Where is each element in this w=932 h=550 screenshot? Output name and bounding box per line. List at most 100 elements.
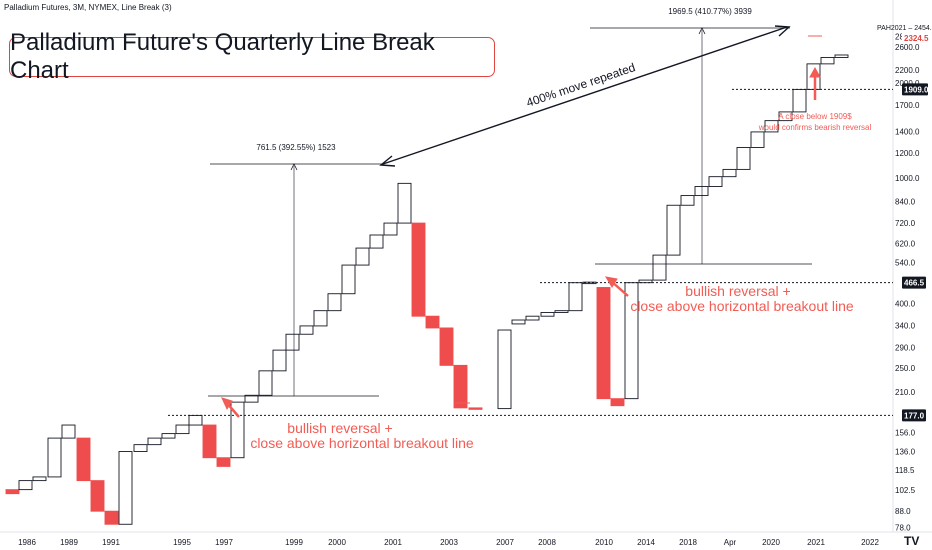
bullish1-line2: close above horizontal breakout line — [250, 435, 474, 451]
price-tick-label: 210.0 — [895, 388, 916, 397]
time-tick-label: 1995 — [173, 538, 191, 547]
brick-up — [525, 315, 540, 321]
time-tick-label: 2010 — [595, 538, 613, 547]
chart-symbol-header[interactable]: Palladium Futures, 3M, NYMEX, Line Break… — [4, 3, 172, 12]
brick-up — [792, 88, 807, 113]
time-tick-label: 1997 — [215, 538, 233, 547]
time-tick-label: 2007 — [496, 538, 514, 547]
time-axis[interactable]: 1986 1989 1991 1995 1997 1999 2000 2001 2003 2007… — [18, 538, 879, 547]
move-arrowhead-left — [379, 155, 396, 167]
price-tick-label: 1400.0 — [895, 128, 920, 137]
brick-up — [313, 310, 328, 327]
bullish1-line1: bullish reversal + — [287, 420, 392, 436]
time-tick-label: 2020 — [762, 538, 780, 547]
brick-up — [327, 293, 342, 312]
price-tick-label: 118.5 — [895, 466, 915, 475]
level-badge-177: 177.0 — [904, 411, 925, 420]
move-arrowhead-right — [774, 25, 791, 37]
price-tick-label: 88.0 — [895, 507, 911, 516]
brick-up — [694, 186, 709, 197]
price-tick-label: 400.0 — [895, 299, 916, 308]
brick-up — [383, 222, 398, 236]
brick-up — [722, 168, 737, 178]
price-tick-label: 1700.0 — [895, 101, 920, 110]
brick-up — [299, 325, 314, 335]
brick-up — [272, 349, 287, 372]
brick-up — [355, 247, 370, 266]
time-tick-label: 2014 — [637, 538, 655, 547]
price-tick-label: 840.0 — [895, 198, 916, 207]
time-tick-label: 2021 — [807, 538, 825, 547]
time-tick-label: 1999 — [285, 538, 303, 547]
price-tick-label: 2000.0 — [895, 79, 920, 88]
annotation-lines — [168, 25, 893, 418]
brick-up — [147, 437, 162, 446]
brick-up — [244, 394, 259, 403]
brick-up — [652, 254, 667, 281]
bullish2-arrowhead — [605, 276, 618, 288]
measure1-label: 761.5 (392.55%) 1523 — [256, 143, 336, 152]
brick-down — [202, 424, 217, 459]
level-badge-466-bg — [902, 276, 926, 289]
bullish2-line2: close above horizontal breakout line — [630, 298, 854, 314]
brick-up — [778, 111, 793, 122]
chart-title-box: Palladium Future's Quarterly Line Break … — [9, 29, 495, 84]
tradingview-logo-icon[interactable]: TV — [904, 534, 920, 548]
brick-up — [230, 401, 245, 459]
time-tick-label: 2003 — [440, 538, 458, 547]
measure2-label: 1969.5 (410.77%) 3939 — [668, 7, 752, 16]
measure1-arrowhead — [290, 163, 298, 171]
brick-up — [47, 437, 62, 478]
brick-down — [439, 327, 454, 366]
brick-up — [568, 282, 583, 312]
brick-up — [680, 195, 695, 206]
brick-up — [175, 424, 190, 435]
brick-up — [118, 451, 133, 525]
time-tick-label: 2001 — [384, 538, 402, 547]
brick-up — [188, 414, 203, 426]
level-badge-1909-bg — [902, 83, 928, 96]
time-tick-label: 1989 — [60, 538, 78, 547]
price-tick-label: 340.0 — [895, 322, 916, 331]
price-axis[interactable]: 2800.02600.02200.02000.01700.01400.01200… — [877, 25, 932, 533]
brick-up — [764, 120, 779, 133]
last-price-badge: 2324.5 — [904, 34, 929, 43]
price-tick-label: 1200.0 — [895, 149, 920, 158]
brick-up — [133, 444, 148, 452]
brick-down — [5, 489, 20, 495]
level-badge-466: 466.5 — [904, 279, 925, 288]
bullish2-line1: bullish reversal + — [685, 283, 790, 299]
time-tick-label: 2000 — [328, 538, 346, 547]
brick-up — [61, 424, 76, 439]
brick-up — [820, 57, 835, 65]
price-tick-label: 250.0 — [895, 364, 916, 373]
brick-up — [750, 131, 765, 148]
price-tick-label: 2600.0 — [895, 43, 920, 52]
brick-up — [511, 319, 526, 325]
brick-down — [216, 457, 231, 467]
brick-up — [540, 312, 555, 317]
price-tick-label: 540.0 — [895, 258, 916, 267]
level-badge-177-bg — [902, 409, 926, 422]
last-price-badge-bg — [902, 32, 930, 44]
label-400-move: 400% move repeated — [524, 60, 637, 110]
price-tick-label: 78.0 — [895, 524, 911, 533]
brick-down — [610, 398, 625, 407]
brick-up — [708, 176, 723, 187]
brick-up — [624, 282, 639, 400]
brick-down — [90, 480, 105, 512]
time-tick-label: Apr — [724, 538, 737, 547]
price-tick-label: 720.0 — [895, 219, 916, 228]
brick-up — [32, 476, 47, 482]
brick-up — [397, 182, 412, 224]
price-tick-label: 620.0 — [895, 239, 916, 248]
move-comparison-arrow — [382, 26, 788, 165]
brick-down — [411, 222, 426, 317]
bricks-group — [5, 54, 849, 525]
price-tick-label: 156.0 — [895, 429, 916, 438]
bearish-line2: would confirms bearish reversal — [758, 123, 872, 132]
brick-up — [285, 333, 300, 351]
brick-down — [596, 287, 611, 400]
